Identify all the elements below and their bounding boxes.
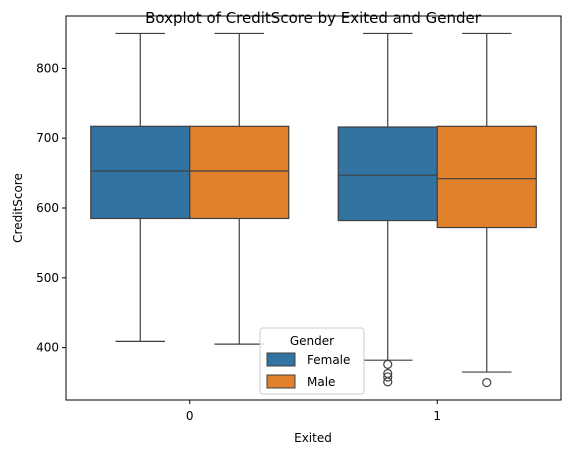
plot-area xyxy=(90,32,537,388)
x-tick-label: 1 xyxy=(433,409,441,423)
x-tick-label: 0 xyxy=(186,409,194,423)
box-group xyxy=(189,32,290,345)
legend-label: Female xyxy=(307,353,350,367)
box-group xyxy=(90,32,191,342)
y-tick-label: 800 xyxy=(36,61,59,75)
box-iqr xyxy=(436,125,537,229)
box-group xyxy=(436,32,537,388)
y-tick-label: 700 xyxy=(36,131,59,145)
x-axis-label: Exited xyxy=(294,431,332,445)
outlier-point xyxy=(383,372,393,382)
legend: Gender Female Male xyxy=(259,327,365,395)
box-iqr xyxy=(189,125,290,220)
outlier-point xyxy=(383,359,393,369)
y-tick-label: 400 xyxy=(36,341,59,355)
y-axis-label: CreditScore xyxy=(11,173,25,243)
box-iqr xyxy=(90,125,191,220)
legend-label: Male xyxy=(307,375,335,389)
outlier-point xyxy=(383,377,393,387)
legend-swatch xyxy=(266,352,296,367)
y-tick-label: 500 xyxy=(36,271,59,285)
y-axis: 400 500 600 700 800 xyxy=(36,61,66,355)
legend-swatch xyxy=(266,374,296,389)
chart-title: Boxplot of CreditScore by Exited and Gen… xyxy=(145,9,482,27)
outlier-point xyxy=(482,377,492,388)
box-group xyxy=(337,32,438,387)
y-tick-label: 600 xyxy=(36,201,59,215)
box-iqr xyxy=(337,126,438,222)
legend-title: Gender xyxy=(290,334,334,348)
